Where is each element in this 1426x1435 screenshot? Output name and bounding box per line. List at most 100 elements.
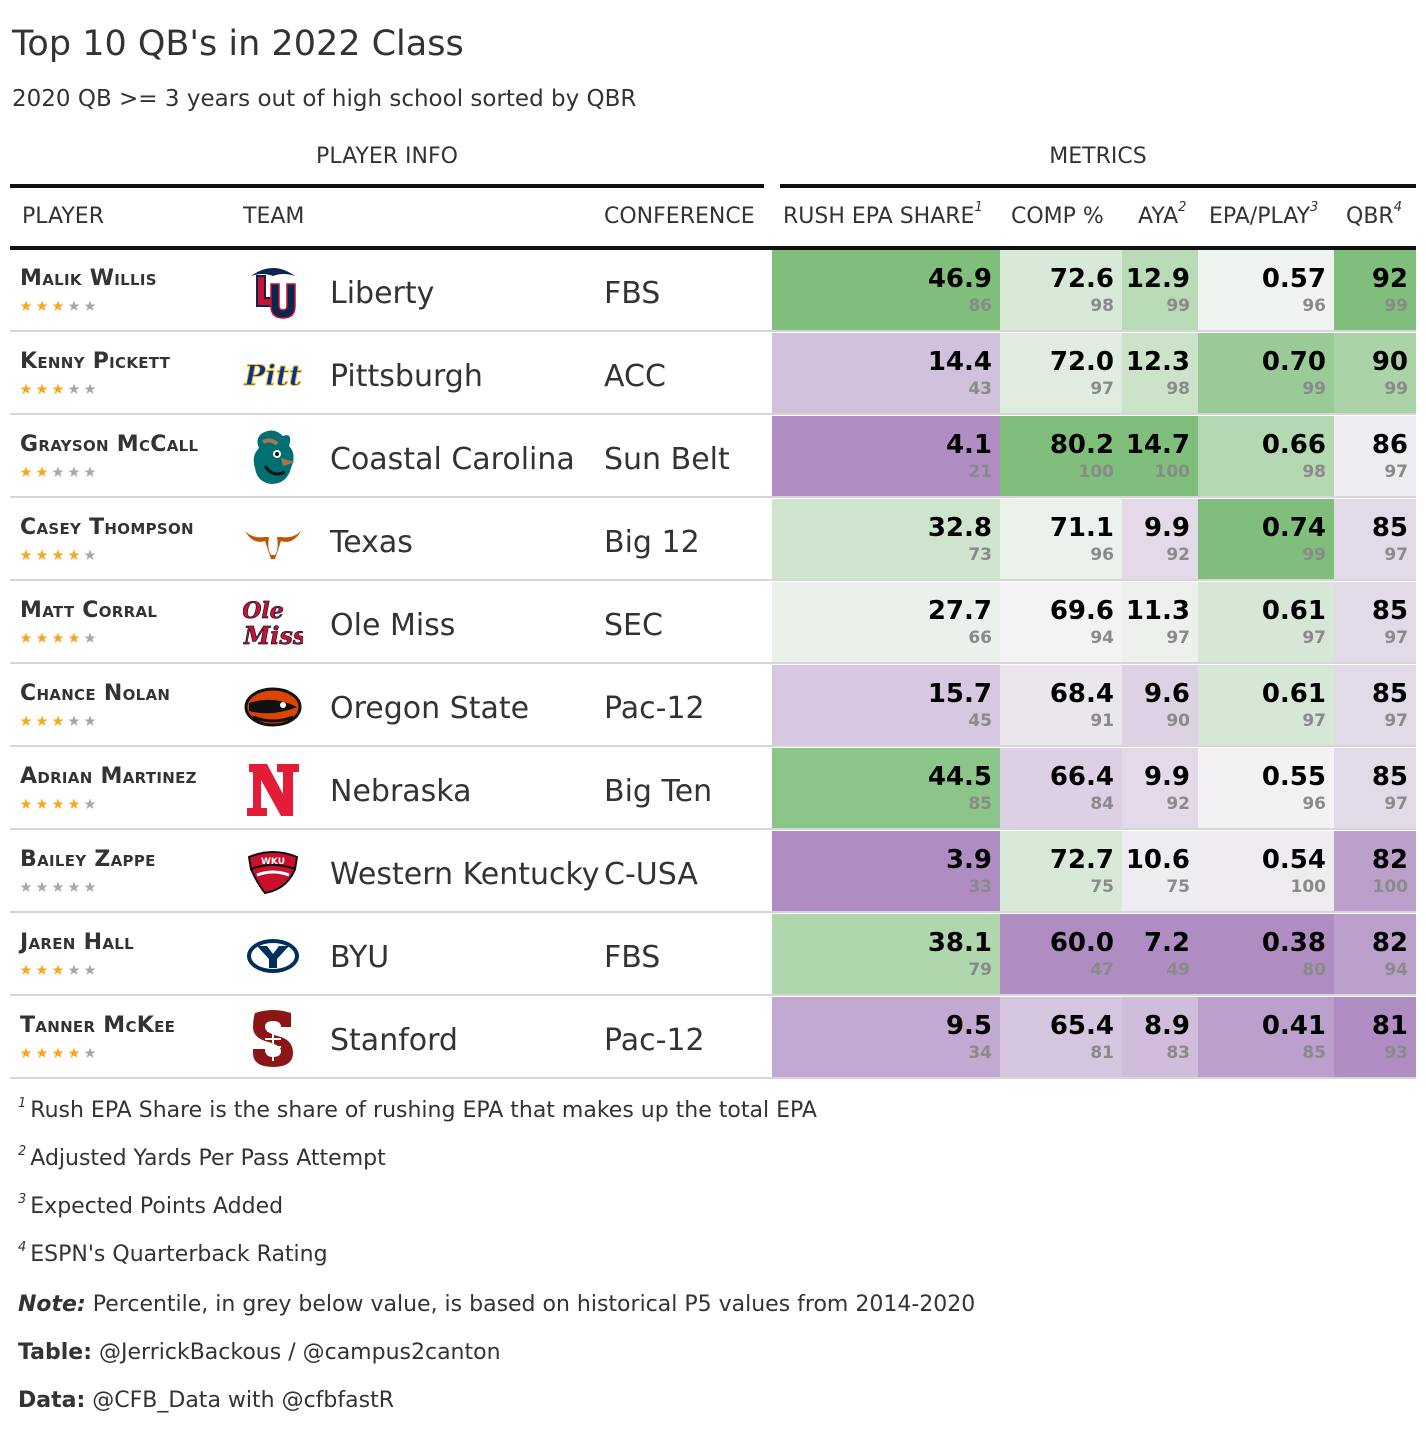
percentile-aya: 75 bbox=[1166, 877, 1190, 897]
table-row[interactable]: 15.7 45 68.4 91 9.6 90 0.61 97 85 97 Chance Nolan O… bbox=[10, 665, 1416, 747]
table-row[interactable]: 4.1 21 80.2 100 14.7 100 0.66 98 86 97 Grayson McC… bbox=[10, 416, 1416, 498]
team-name: BYU bbox=[330, 940, 390, 975]
star-filled-icon bbox=[36, 715, 48, 726]
cell-rush-epa-share: 27.7 66 bbox=[772, 582, 1000, 662]
cell-rush-epa-share: 3.9 33 bbox=[772, 831, 1000, 911]
spanner-metrics: METRICS bbox=[1049, 144, 1147, 169]
footnote-4: 4 ESPN's Quarterback Rating bbox=[18, 1240, 328, 1267]
star-filled-icon bbox=[36, 964, 48, 975]
star-filled-icon bbox=[36, 549, 48, 560]
value-epa-play: 0.61 bbox=[1261, 679, 1326, 709]
percentile-epa-play: 98 bbox=[1302, 462, 1326, 482]
value-aya: 10.6 bbox=[1125, 845, 1190, 875]
cell-aya: 7.2 49 bbox=[1122, 914, 1198, 994]
value-qbr: 82 bbox=[1371, 928, 1408, 958]
cell-comp: 71.1 96 bbox=[1000, 499, 1122, 579]
percentile-aya: 83 bbox=[1166, 1043, 1190, 1063]
value-aya: 9.6 bbox=[1143, 679, 1190, 709]
value-qbr: 90 bbox=[1371, 347, 1408, 377]
percentile-epa-play: 96 bbox=[1302, 296, 1326, 316]
table-row[interactable]: 38.1 79 60.0 47 7.2 49 0.38 80 82 94 Jaren Hall BYU… bbox=[10, 914, 1416, 996]
column-header-player[interactable]: PLAYER bbox=[22, 204, 104, 229]
star-empty-icon bbox=[84, 549, 96, 560]
cell-epa-play: 0.74 99 bbox=[1198, 499, 1334, 579]
star-filled-icon bbox=[20, 798, 32, 809]
percentile-aya: 100 bbox=[1154, 462, 1191, 482]
value-aya: 14.7 bbox=[1125, 430, 1190, 460]
column-header-qbr[interactable]: QBR4 bbox=[1346, 200, 1402, 229]
value-epa-play: 0.57 bbox=[1261, 264, 1326, 294]
cell-epa-play: 0.70 99 bbox=[1198, 333, 1334, 413]
value-qbr: 85 bbox=[1371, 762, 1408, 792]
player-name: Kenny Pickett bbox=[20, 349, 171, 374]
cell-rush-epa-share: 15.7 45 bbox=[772, 665, 1000, 745]
column-header-rush-epa-share[interactable]: RUSH EPA SHARE1 bbox=[783, 200, 983, 229]
value-rush-epa-share: 4.1 bbox=[945, 430, 992, 460]
cell-aya: 9.9 92 bbox=[1122, 748, 1198, 828]
wku-towel-logo-icon: WKU bbox=[243, 843, 303, 903]
conference-name: Sun Belt bbox=[604, 442, 730, 477]
pitt-script-logo-icon: Pitt bbox=[243, 345, 303, 405]
star-empty-icon bbox=[84, 798, 96, 809]
table-row[interactable]: 32.8 73 71.1 96 9.9 92 0.74 99 85 97 Casey Thompso… bbox=[10, 499, 1416, 581]
table-row[interactable]: 3.9 33 72.7 75 10.6 75 0.54 100 82 100 Bailey Zapp… bbox=[10, 831, 1416, 913]
table-row[interactable]: 46.9 86 72.6 98 12.9 99 0.57 96 92 99 Malik Willis… bbox=[10, 250, 1416, 332]
cell-comp: 72.6 98 bbox=[1000, 250, 1122, 330]
cell-aya: 14.7 100 bbox=[1122, 416, 1198, 496]
team-name: Texas bbox=[330, 525, 413, 560]
percentile-epa-play: 99 bbox=[1302, 545, 1326, 565]
star-filled-icon bbox=[20, 1047, 32, 1058]
column-header-comp[interactable]: COMP % bbox=[1011, 204, 1104, 229]
value-epa-play: 0.61 bbox=[1261, 596, 1326, 626]
value-epa-play: 0.54 bbox=[1261, 845, 1326, 875]
svg-text:Ole: Ole bbox=[243, 598, 284, 624]
table-row[interactable]: 14.4 43 72.0 97 12.3 98 0.70 99 90 99 Kenny Picket… bbox=[10, 333, 1416, 415]
cell-epa-play: 0.54 100 bbox=[1198, 831, 1334, 911]
value-aya: 11.3 bbox=[1125, 596, 1190, 626]
column-header-epa-play[interactable]: EPA/PLAY3 bbox=[1209, 200, 1319, 229]
percentile-aya: 97 bbox=[1166, 628, 1190, 648]
conference-name: C-USA bbox=[604, 857, 698, 892]
percentile-aya: 92 bbox=[1166, 794, 1190, 814]
percentile-epa-play: 100 bbox=[1290, 877, 1327, 897]
column-header-conference[interactable]: CONFERENCE bbox=[604, 204, 755, 229]
cell-qbr: 82 94 bbox=[1334, 914, 1416, 994]
percentile-aya: 90 bbox=[1166, 711, 1190, 731]
chanticleer-logo-icon bbox=[243, 428, 303, 488]
star-filled-icon bbox=[36, 466, 48, 477]
value-rush-epa-share: 27.7 bbox=[927, 596, 992, 626]
star-empty-icon bbox=[52, 881, 64, 892]
column-header-team[interactable]: TEAM bbox=[243, 204, 305, 229]
table-row[interactable]: 27.7 66 69.6 94 11.3 97 0.61 97 85 97 Matt Corral O… bbox=[10, 582, 1416, 664]
spanner-line-metrics bbox=[780, 184, 1416, 188]
chart-subtitle: 2020 QB >= 3 years out of high school so… bbox=[12, 86, 637, 112]
cell-qbr: 92 99 bbox=[1334, 250, 1416, 330]
player-name: Adrian Martinez bbox=[20, 764, 197, 789]
star-empty-icon bbox=[20, 881, 32, 892]
team-name: Oregon State bbox=[330, 691, 530, 726]
value-comp: 80.2 bbox=[1049, 430, 1114, 460]
value-rush-epa-share: 38.1 bbox=[927, 928, 992, 958]
star-empty-icon bbox=[68, 964, 80, 975]
percentile-aya: 92 bbox=[1166, 545, 1190, 565]
column-header-aya[interactable]: AYA2 bbox=[1138, 200, 1187, 229]
percentile-qbr: 94 bbox=[1384, 960, 1408, 980]
conference-name: SEC bbox=[604, 608, 663, 643]
team-name: Pittsburgh bbox=[330, 359, 483, 394]
table-row[interactable]: 9.5 34 65.4 81 8.9 83 0.41 85 81 93 Tanner McKee St… bbox=[10, 997, 1416, 1079]
cell-comp: 72.0 97 bbox=[1000, 333, 1122, 413]
star-filled-icon bbox=[36, 1047, 48, 1058]
cell-epa-play: 0.55 96 bbox=[1198, 748, 1334, 828]
star-filled-icon bbox=[20, 300, 32, 311]
star-filled-icon bbox=[52, 549, 64, 560]
table-row[interactable]: 44.5 85 66.4 84 9.9 92 0.55 96 85 97 Adrian Martin… bbox=[10, 748, 1416, 830]
percentile-comp: 91 bbox=[1090, 711, 1114, 731]
percentile-qbr: 97 bbox=[1384, 628, 1408, 648]
conference-name: Big 12 bbox=[604, 525, 700, 560]
value-comp: 66.4 bbox=[1049, 762, 1114, 792]
player-name: Casey Thompson bbox=[20, 515, 194, 540]
star-empty-icon bbox=[84, 1047, 96, 1058]
star-empty-icon bbox=[84, 715, 96, 726]
svg-text:WKU: WKU bbox=[261, 857, 285, 867]
nebraska-n-logo-icon bbox=[243, 760, 303, 820]
